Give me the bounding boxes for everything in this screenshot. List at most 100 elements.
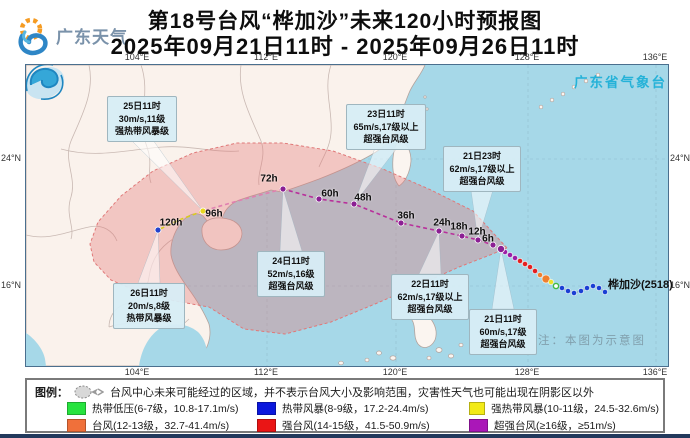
typhoon-icon [26,65,65,100]
past-track-point [565,288,571,294]
lon-label: 112°E [254,367,278,377]
legend-intro-text: 台风中心未来可能经过的区域，并不表示台风大小及影响范围，灾害性天气也可能出现在阴… [110,387,594,399]
forecast-point [199,207,207,215]
callout-leaders [130,139,515,310]
past-track-point [541,274,551,284]
hour-label: 6h [482,233,494,245]
lon-label: 128°E [514,52,540,62]
forecast-point [435,227,443,235]
agency-watermark: 广东省气象台 [574,75,667,90]
lon-label: 104°E [124,52,150,62]
callout-line: 52m/s,16级 [267,268,315,279]
callout-line: 超强台风级 [459,176,505,186]
legend-item: 超强台风(≥16级，≥51m/s) [469,418,659,433]
legend-color-swatch [257,419,276,432]
past-track-point [537,272,543,278]
legend-item-label: 超强台风(≥16级，≥51m/s) [494,420,616,432]
callout-line: 30m/s,11级 [118,113,166,124]
legend-item: 强台风(14-15级，41.5-50.9m/s) [257,418,469,433]
forecast-point [279,185,287,193]
hour-label: 48h [354,192,372,204]
legend-color-swatch [469,402,486,415]
sun-swirl-logo-icon [18,17,48,56]
hour-label: 72h [260,173,278,185]
legend-item-label: 台风(12-13级，32.7-41.4m/s) [92,420,230,432]
callout-line: 20m/s,8级 [127,300,171,311]
past-track-point [596,285,602,291]
past-track-point [517,258,523,264]
forecast-map: 广东省气象台 注：本图为示意图 桦加沙(2518) 6h 12h 18h 24h 36h… [25,64,673,367]
lon-label: 104°E [124,367,150,377]
past-track-point [559,285,565,291]
lon-label: 136°E [642,367,668,377]
note-watermark: 注：本图为示意图 [538,335,646,347]
gulf-of-thailand [139,324,208,366]
lon-label: 136°E [642,52,668,62]
past-track-point [507,252,513,258]
legend-color-swatch [67,419,86,432]
hour-label: 36h [397,210,415,222]
lon-label: 128°E [514,367,540,377]
callout-line: 22日11时 [411,279,449,289]
callout-line: 25日11时 [123,101,161,111]
callout-line: 超强台风级 [363,134,409,144]
typhoon-track [154,185,608,296]
hour-label: 24h [433,217,451,229]
legend-item-label: 强台风(14-15级，41.5-50.9m/s) [282,420,430,432]
callout-line: 23日11时 [367,109,405,119]
lon-label: 120°E [382,52,408,62]
legend-color-swatch [257,402,276,415]
callout-line: 24日11时 [272,256,310,266]
typhoon-name-label: 桦加沙(2518) [608,279,673,291]
forecast-point [350,200,358,208]
callout-line: 65m/s,17级以上 [353,121,419,132]
lat-label: 24°N [669,153,690,163]
callout-line: 超强台风级 [480,339,526,349]
current-position-point [496,244,505,253]
forecast-cone-icon [74,385,104,399]
legend-item: 热带低压(6-7级，10.8-17.1m/s) [67,401,257,416]
forecast-point [154,226,162,234]
forecast-callout: 24日11时 52m/s,16级 超强台风级 [257,251,325,297]
past-track-point [571,290,577,296]
past-track-point [532,268,538,274]
callout-line: 21日23时 [462,151,502,161]
past-track-point [522,261,528,267]
legend-title: 图例： [35,387,68,399]
forecast-point [315,195,323,203]
lon-label: 112°E [254,52,278,62]
past-track-point [590,283,596,289]
forecast-callout: 26日11时 20m/s,8级 热带风暴级 [113,283,185,329]
legend-item-label: 热带低压(6-7级，10.8-17.1m/s) [92,403,239,415]
forecast-callout: 21日11时 60m/s,17级 超强台风级 [469,309,537,355]
lat-label: 16°N [0,280,22,290]
past-track-point [512,255,518,261]
forecast-point [458,232,466,240]
hour-label: 12h [468,226,486,238]
callout-line: 62m/s,17级以上 [449,163,515,174]
hour-label: 18h [450,221,468,233]
hainan-island [201,217,243,251]
hour-label: 120h [159,217,183,229]
forecast-callout: 23日11时 65m/s,17级以上 超强台风级 [346,104,426,150]
legend-item: 热带风暴(8-9级，17.2-24.4m/s) [257,401,469,416]
legend-item: 台风(12-13级，32.7-41.4m/s) [67,418,257,433]
forecast-point [489,241,497,249]
image-bottom-edge [0,434,690,438]
callout-line: 21日11时 [484,314,522,324]
past-track-point [548,279,554,285]
legend-color-swatch [469,419,488,432]
past-track-point [527,264,533,270]
hour-label: 60h [321,188,339,200]
lat-label: 24°N [0,153,22,163]
past-track-point [552,282,560,290]
forecast-callout: 21日23时 62m/s,17级以上 超强台风级 [443,146,521,192]
past-track-point [578,288,584,294]
callout-line: 60m/s,17级 [479,326,527,337]
small-islands [338,72,601,366]
callout-line: 超强台风级 [407,304,453,314]
callout-line: 超强台风级 [268,281,314,291]
forecast-point [474,236,482,244]
legend-item: 强热带风暴(10-11级，24.5-32.6m/s) [469,401,659,416]
